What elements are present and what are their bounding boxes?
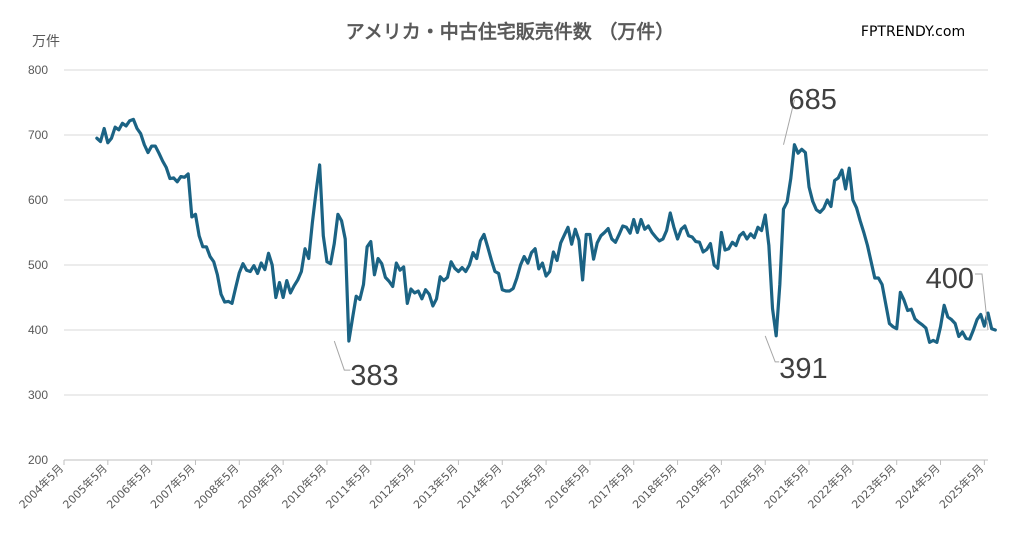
x-tick-label: 2023年5月 bbox=[849, 461, 899, 511]
x-tick-label: 2021年5月 bbox=[761, 461, 811, 511]
y-tick-label: 700 bbox=[28, 128, 48, 142]
y-tick-label: 300 bbox=[28, 388, 48, 402]
x-tick-label: 2025年5月 bbox=[936, 461, 986, 511]
x-tick-label: 2016年5月 bbox=[542, 461, 592, 511]
x-tick-label: 2008年5月 bbox=[191, 461, 241, 511]
x-tick-label: 2009年5月 bbox=[235, 461, 285, 511]
y-axis-ticks: 800 700 600 500 400 300 200 bbox=[28, 63, 48, 467]
series-line bbox=[95, 117, 997, 344]
x-tick-label: 2015年5月 bbox=[498, 461, 548, 511]
annotation-leader-line bbox=[975, 273, 989, 331]
y-tick-label: 400 bbox=[28, 323, 48, 337]
x-tick-label: 2010年5月 bbox=[279, 461, 329, 511]
x-tick-label: 2004年5月 bbox=[16, 461, 66, 511]
x-tick-label: 2017年5月 bbox=[586, 461, 636, 511]
x-tick-label: 2012年5月 bbox=[367, 461, 417, 511]
annotations: 685 383 391 400 bbox=[333, 84, 989, 392]
gridlines bbox=[64, 69, 988, 461]
chart-title: アメリカ・中古住宅販売件数 （万件） bbox=[346, 20, 675, 43]
annotation-label: 383 bbox=[350, 360, 398, 392]
x-tick-label: 2019年5月 bbox=[673, 461, 723, 511]
x-tick-label: 2013年5月 bbox=[410, 461, 460, 511]
x-tick-label: 2024年5月 bbox=[892, 461, 942, 511]
x-tick-label: 2005年5月 bbox=[60, 461, 110, 511]
annotation-label: 391 bbox=[779, 353, 827, 385]
x-tick-label: 2022年5月 bbox=[805, 461, 855, 511]
x-tick-label: 2018年5月 bbox=[629, 461, 679, 511]
series-layer bbox=[95, 117, 997, 344]
annotation-leader-line bbox=[764, 335, 780, 363]
y-axis-unit-label: 万件 bbox=[32, 34, 60, 50]
y-tick-label: 500 bbox=[28, 258, 48, 272]
x-tick-label: 2011年5月 bbox=[323, 461, 373, 511]
x-tick-label: 2007年5月 bbox=[147, 461, 197, 511]
y-tick-label: 600 bbox=[28, 193, 48, 207]
x-tick-label: 2014年5月 bbox=[454, 461, 504, 511]
x-tick-label: 2006年5月 bbox=[104, 461, 154, 511]
y-tick-label: 200 bbox=[28, 453, 48, 467]
annotation-label: 400 bbox=[926, 263, 974, 295]
site-watermark: FPTRENDY.com bbox=[861, 24, 965, 40]
annotation-leader-line bbox=[333, 340, 351, 371]
x-tick-label: 2020年5月 bbox=[717, 461, 767, 511]
y-tick-label: 800 bbox=[28, 63, 48, 77]
x-axis: 2004年5月2005年5月2006年5月2007年5月2008年5月2009年… bbox=[16, 460, 986, 511]
annotation-leader-line bbox=[783, 99, 795, 145]
annotation-label: 685 bbox=[788, 84, 836, 116]
